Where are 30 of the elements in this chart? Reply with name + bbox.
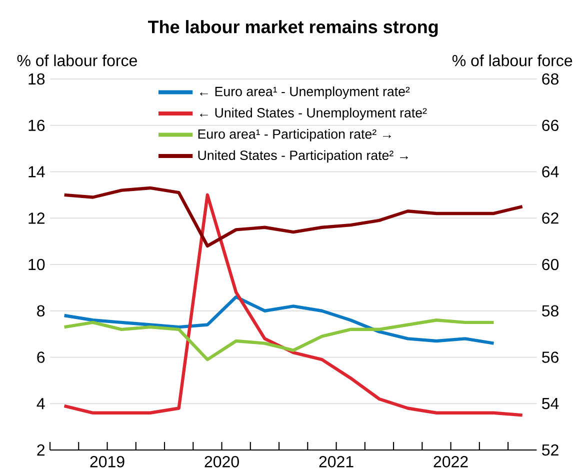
y2-tick-label: 52 [542, 444, 558, 456]
y2-axis-title: % of labour force [452, 54, 572, 66]
y2-tick-label: 66 [542, 120, 558, 132]
y-tick-label: 12 [28, 212, 44, 224]
y2-tick-label: 60 [542, 258, 559, 270]
line-series [62, 295, 496, 345]
y2-tick-label: 68 [542, 73, 558, 85]
legend-label: ← Euro area¹ - Unemployment rate² [200, 86, 410, 99]
y2-tick-label: 56 [542, 352, 558, 363]
chart-title: The labour market remains strong [148, 20, 438, 37]
legend-label: United States - Participation rate² → [198, 150, 408, 163]
y2-tick-label: 54 [542, 398, 559, 410]
x-tick-label: 2022 [434, 456, 468, 468]
y-tick-label: 8 [37, 305, 45, 317]
x-tick-label: 2019 [90, 456, 124, 468]
y2-tick-label: 62 [542, 212, 558, 224]
x-tick-label: 2020 [204, 456, 239, 468]
legend-label: Euro area¹ - Participation rate² → [198, 128, 391, 142]
y-tick-label: 6 [37, 352, 45, 363]
y-axis-title: % of labour force [17, 54, 137, 66]
y-tick-label: 10 [28, 258, 45, 270]
y-tick-label: 2 [37, 444, 44, 456]
y-tick-label: 4 [36, 398, 45, 410]
legend-label: ← United States - Unemployment rate² [200, 108, 427, 120]
y2-tick-label: 64 [542, 166, 559, 178]
y-tick-label: 16 [28, 120, 45, 132]
x-tick-label: 2021 [319, 456, 354, 468]
y2-tick-label: 58 [542, 305, 558, 317]
y-tick-label: 14 [28, 166, 45, 178]
y-tick-label: 18 [28, 73, 45, 85]
